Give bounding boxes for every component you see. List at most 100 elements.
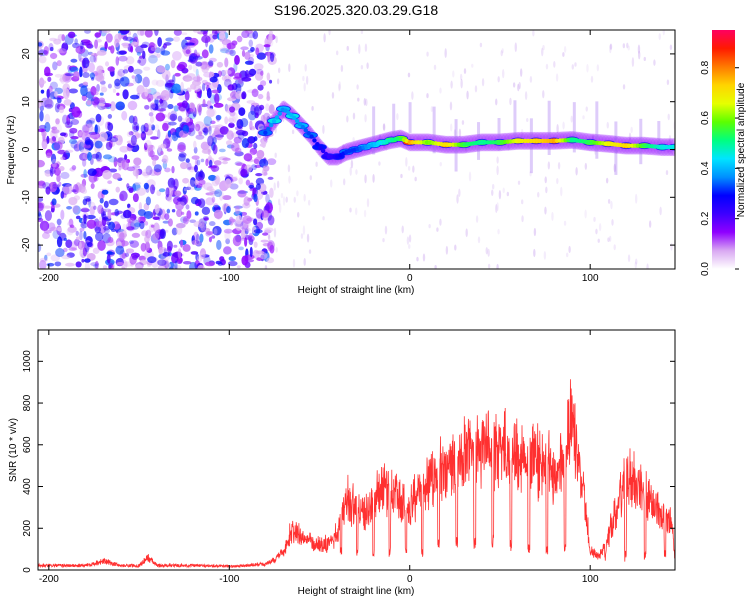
speckle [349, 207, 352, 213]
noise-blob [134, 222, 142, 228]
speckle [547, 161, 551, 170]
noise-blob [126, 226, 135, 231]
speckle [436, 227, 439, 232]
noise-blob [80, 173, 89, 178]
speckle [613, 244, 616, 251]
noise-blob [190, 103, 195, 114]
noise-blob [44, 169, 52, 177]
ridge-streak [547, 100, 551, 155]
noise-blob [63, 149, 74, 153]
speckle [551, 211, 554, 221]
noise-blob [269, 79, 273, 84]
noise-blob [58, 181, 62, 187]
noise-blob [55, 248, 65, 258]
noise-blob [184, 91, 190, 101]
noise-blob [178, 153, 186, 162]
noise-blob [268, 33, 273, 44]
noise-blob [58, 166, 65, 172]
noise-blob [131, 75, 136, 79]
noise-blob [184, 77, 194, 82]
noise-blob [90, 52, 99, 57]
noise-blob [204, 261, 215, 267]
noise-blob [248, 68, 257, 76]
ridge-streak [595, 101, 599, 159]
noise-blob [209, 71, 215, 78]
noise-blob [201, 49, 209, 59]
noise-blob [200, 158, 205, 163]
noise-blob [48, 43, 54, 52]
noise-blob [61, 34, 66, 42]
noise-blob [159, 99, 168, 110]
noise-blob [215, 134, 225, 138]
noise-blob [47, 76, 52, 82]
noise-blob [94, 124, 101, 135]
noise-blob [40, 89, 45, 94]
noise-blob [44, 254, 48, 261]
noise-blob [98, 216, 103, 222]
ridge-core [315, 142, 320, 147]
noise-blob [122, 35, 128, 41]
speckle [563, 45, 567, 53]
speckle [475, 215, 479, 223]
noise-blob [178, 152, 187, 158]
noise-blob [185, 204, 190, 210]
noise-blob [262, 165, 270, 172]
speckle [495, 98, 498, 106]
noise-blob [92, 247, 100, 254]
noise-blob [44, 104, 54, 109]
noise-blob [193, 49, 198, 57]
speckle [628, 132, 632, 142]
noise-blob [125, 36, 133, 42]
noise-blob [115, 228, 125, 232]
speckle [296, 190, 299, 197]
noise-blob [233, 211, 243, 217]
speckle [264, 265, 268, 269]
noise-blob [60, 209, 65, 220]
snr-xtick-label: 0 [407, 574, 413, 585]
noise-blob [246, 100, 256, 104]
noise-blob [48, 85, 53, 92]
noise-blob [167, 104, 174, 110]
noise-blob [69, 224, 75, 228]
speckle [659, 206, 662, 216]
noise-blob [51, 198, 57, 206]
noise-blob [227, 115, 237, 125]
noise-blob [238, 246, 244, 251]
noise-blob [87, 151, 92, 161]
noise-blob [48, 181, 58, 193]
noise-blob [102, 154, 113, 160]
noise-blob [226, 130, 234, 141]
noise-blob [64, 183, 73, 195]
ridge-core [303, 127, 308, 133]
speckle [273, 227, 277, 238]
noise-blob [154, 30, 159, 36]
noise-blob [185, 42, 195, 46]
noise-blob [150, 102, 156, 109]
snr-xtick-label: 100 [582, 574, 599, 585]
noise-blob [232, 112, 238, 123]
noise-blob [166, 245, 172, 253]
speckle [267, 233, 271, 240]
noise-blob [169, 113, 178, 122]
speckle [444, 48, 447, 59]
noise-blob [38, 48, 44, 57]
noise-blob [63, 40, 68, 44]
ridge-streak [408, 102, 412, 133]
noise-blob [100, 86, 108, 93]
noise-blob [130, 134, 137, 146]
noise-blob [233, 136, 242, 144]
noise-blob [228, 256, 237, 262]
noise-blob [133, 157, 142, 166]
noise-blob [132, 115, 138, 126]
noise-blob [99, 92, 104, 96]
noise-blob [103, 200, 109, 209]
noise-blob [147, 98, 152, 103]
noise-blob [73, 143, 81, 152]
noise-blob [96, 50, 107, 56]
speckle [553, 60, 556, 68]
noise-blob [173, 244, 178, 248]
noise-blob [62, 88, 70, 100]
noise-blob [205, 197, 215, 206]
noise-blob [133, 68, 143, 75]
noise-blob [56, 236, 63, 248]
